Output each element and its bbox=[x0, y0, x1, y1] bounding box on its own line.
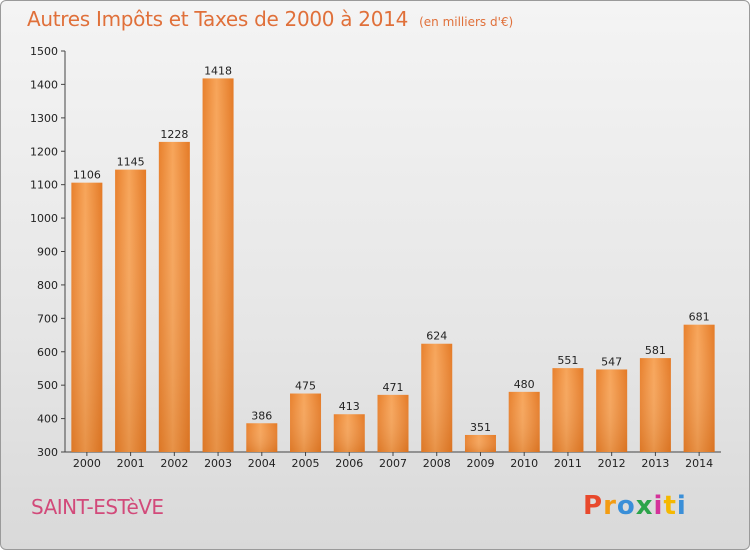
value-label: 480 bbox=[514, 378, 535, 391]
x-tick-label: 2007 bbox=[379, 457, 407, 470]
x-tick-label: 2003 bbox=[204, 457, 232, 470]
value-label: 1145 bbox=[117, 156, 145, 169]
bar-shade bbox=[639, 358, 671, 452]
bar-shade bbox=[596, 369, 628, 452]
y-tick-label: 1400 bbox=[30, 78, 58, 91]
chart-title: Autres Impôts et Taxes de 2000 à 2014 bbox=[27, 7, 408, 31]
x-tick-label: 2002 bbox=[160, 457, 188, 470]
logo-letter: i bbox=[676, 491, 687, 521]
value-label: 551 bbox=[557, 354, 578, 367]
y-tick-label: 400 bbox=[37, 413, 58, 426]
y-tick-label: 900 bbox=[37, 246, 58, 259]
y-tick-label: 600 bbox=[37, 346, 58, 359]
bar-shade bbox=[290, 393, 322, 452]
proxiti-logo: Proxiti bbox=[583, 491, 687, 521]
logo-letter: i bbox=[653, 491, 664, 521]
bar-shade bbox=[421, 343, 453, 452]
chart-title-row: Autres Impôts et Taxes de 2000 à 2014 (e… bbox=[27, 7, 513, 31]
bar-shade bbox=[115, 169, 147, 453]
axes: 300 400 500 600 700 800 900 1000 1100 1200 1300 140… bbox=[30, 45, 721, 470]
y-tick-label: 1000 bbox=[30, 212, 58, 225]
value-label: 471 bbox=[383, 381, 404, 394]
x-tick-label: 2014 bbox=[685, 457, 713, 470]
chart-unit: (en milliers d'€) bbox=[419, 15, 514, 29]
x-tick-label: 2006 bbox=[335, 457, 363, 470]
x-tick-label: 2008 bbox=[423, 457, 451, 470]
bar-shade bbox=[246, 423, 278, 452]
value-label: 475 bbox=[295, 380, 316, 393]
x-tick-label: 2011 bbox=[554, 457, 582, 470]
x-tick-label: 2012 bbox=[598, 457, 626, 470]
bar-shade bbox=[71, 182, 103, 452]
y-tick-label: 700 bbox=[37, 312, 58, 325]
commune-name: SAINT-ESTèVE bbox=[31, 495, 164, 519]
y-tick-label: 800 bbox=[37, 279, 58, 292]
value-label: 386 bbox=[251, 409, 272, 422]
y-tick-label: 1100 bbox=[30, 179, 58, 192]
logo-letter: x bbox=[635, 491, 654, 521]
value-label: 1418 bbox=[204, 64, 232, 77]
value-label: 1228 bbox=[160, 128, 188, 141]
bar-shade bbox=[508, 391, 540, 452]
value-label: 581 bbox=[645, 344, 666, 357]
logo-letter: o bbox=[616, 491, 636, 521]
x-tick-label: 2009 bbox=[466, 457, 494, 470]
y-tick-label: 1500 bbox=[30, 45, 58, 58]
bar-shade bbox=[202, 78, 234, 452]
x-tick-label: 2013 bbox=[641, 457, 669, 470]
value-label: 351 bbox=[470, 421, 491, 434]
value-label: 547 bbox=[601, 355, 622, 368]
value-label: 1106 bbox=[73, 169, 101, 182]
bars bbox=[71, 78, 715, 453]
logo-letter: r bbox=[603, 491, 617, 521]
bar-shade bbox=[377, 394, 409, 452]
y-tick-label: 500 bbox=[37, 379, 58, 392]
y-tick-label: 1200 bbox=[30, 145, 58, 158]
logo-letter: P bbox=[583, 491, 604, 521]
bar-shade bbox=[158, 141, 190, 453]
x-tick-label: 2004 bbox=[248, 457, 276, 470]
x-tick-label: 2001 bbox=[117, 457, 145, 470]
value-labels: 1106 1145 1228 1418 386 475 413 471 624 351 480 551… bbox=[73, 64, 710, 434]
bar-shade bbox=[464, 434, 496, 452]
x-tick-label: 2000 bbox=[73, 457, 101, 470]
value-label: 681 bbox=[689, 311, 710, 324]
x-tick-label: 2005 bbox=[292, 457, 320, 470]
value-label: 624 bbox=[426, 330, 447, 343]
value-label: 413 bbox=[339, 400, 360, 413]
logo-letter: t bbox=[663, 491, 677, 521]
y-tick-label: 1300 bbox=[30, 112, 58, 125]
bar-shade bbox=[683, 324, 715, 452]
bar-shade bbox=[333, 414, 365, 452]
y-tick-label: 300 bbox=[37, 446, 58, 459]
x-tick-label: 2010 bbox=[510, 457, 538, 470]
bar-shade bbox=[552, 368, 584, 452]
